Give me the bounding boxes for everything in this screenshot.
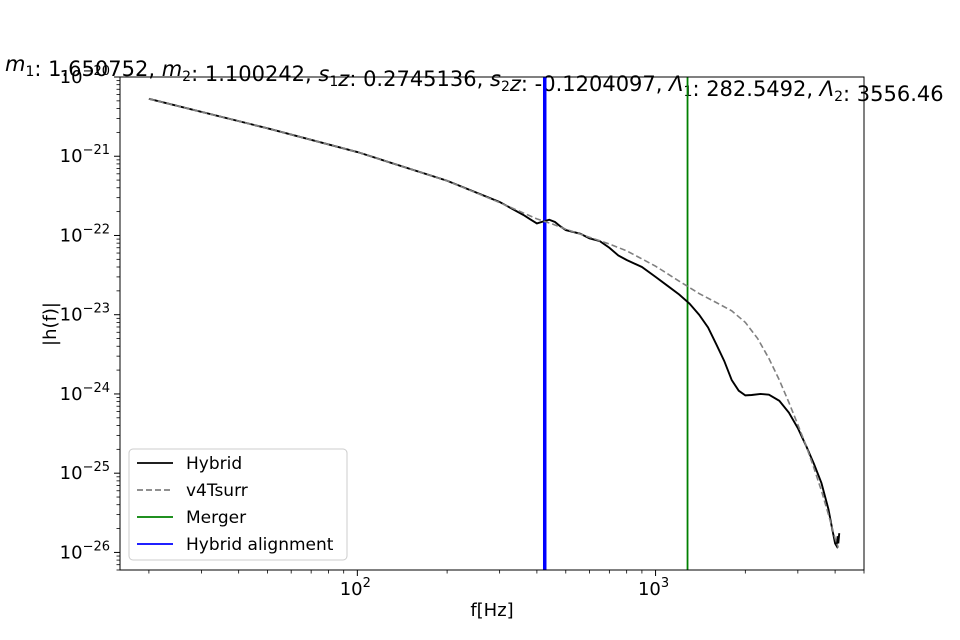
series-hybrid	[148, 97, 841, 550]
legend-label-hybrid-alignment: Hybrid alignment	[186, 535, 334, 555]
x-tick-label: 102	[340, 576, 371, 600]
y-tick-label: 10−22	[60, 222, 110, 246]
legend: Hybrid v4Tsurr Merger Hybrid alignment	[128, 448, 348, 561]
y-axis-label: |h(f)|	[40, 302, 61, 346]
y-tick-label: 10−21	[60, 143, 110, 167]
y-tick-label: 10−25	[60, 460, 110, 484]
title-var: s	[490, 67, 501, 91]
x-tick-label: 103	[638, 576, 669, 600]
title-var: s	[318, 62, 329, 86]
series-v4tsurr	[148, 98, 840, 548]
y-tick-label: 10−26	[60, 539, 110, 563]
legend-box	[128, 448, 348, 561]
title-var: m	[5, 52, 25, 76]
y-tick-label: 10−24	[60, 381, 110, 405]
title-var: Λ	[818, 77, 834, 101]
legend-label-hybrid: Hybrid	[186, 454, 242, 474]
legend-label-v4tsurr: v4Tsurr	[186, 481, 248, 501]
y-axis: 10−20 10−21 10−22 10−23 10−24 10−25 10−26	[60, 64, 120, 571]
chart-title: m1: 1.650752, m2: 1.100242, s1z: 0.27451…	[5, 52, 944, 106]
x-axis: 102 103	[148, 570, 865, 600]
title-var: m	[162, 57, 182, 81]
x-axis-label: f[Hz]	[470, 600, 513, 621]
y-tick-label: 10−23	[60, 302, 110, 326]
legend-label-merger: Merger	[186, 508, 246, 528]
title-var: Λ	[667, 72, 683, 96]
y-tick-label: 10−20	[60, 64, 110, 88]
plot-frame	[119, 76, 865, 571]
